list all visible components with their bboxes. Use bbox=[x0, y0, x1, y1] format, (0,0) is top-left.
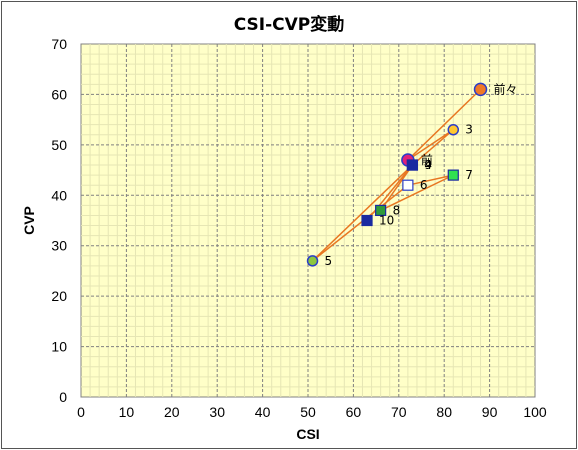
x-tick-label: 30 bbox=[209, 404, 225, 420]
chart-title: CSI-CVP変動 bbox=[234, 14, 345, 35]
data-points bbox=[306, 82, 488, 267]
series-segment bbox=[411, 129, 454, 166]
x-tick-label: 70 bbox=[391, 404, 407, 420]
x-tick-label: 60 bbox=[346, 404, 362, 420]
y-tick-label: 10 bbox=[51, 339, 67, 355]
y-tick-label: 50 bbox=[51, 137, 67, 153]
point-label-4: 4 bbox=[424, 158, 432, 172]
series-segment bbox=[407, 174, 454, 186]
grid-lines bbox=[81, 44, 535, 397]
y-tick-label: 40 bbox=[51, 187, 67, 203]
point-label-8: 8 bbox=[393, 203, 401, 217]
series-segment bbox=[366, 164, 414, 221]
point-label-前々: 前々 bbox=[494, 81, 518, 96]
point-label-前: 前 bbox=[421, 152, 433, 167]
data-point-10 bbox=[361, 214, 373, 227]
point-label-3: 3 bbox=[465, 123, 473, 137]
x-tick-label: 20 bbox=[164, 404, 180, 420]
data-point-6 bbox=[402, 179, 414, 191]
point-label-7: 7 bbox=[465, 168, 473, 182]
y-axis-ticks: 0 10 20 30 40 50 60 70 bbox=[51, 36, 67, 405]
data-point-7 bbox=[447, 169, 459, 181]
x-axis-title: CSI bbox=[296, 426, 319, 442]
data-point-3 bbox=[447, 123, 460, 136]
x-tick-label: 50 bbox=[300, 404, 316, 420]
point-label-5: 5 bbox=[325, 254, 333, 268]
data-point-5 bbox=[306, 255, 319, 267]
series-segment bbox=[407, 129, 454, 161]
y-tick-label: 0 bbox=[59, 389, 67, 405]
connection-lines bbox=[312, 88, 482, 262]
x-axis-ticks: 0 10 20 30 40 50 60 70 80 90 100 bbox=[77, 404, 547, 420]
y-tick-label: 30 bbox=[51, 238, 67, 254]
point-label-9: 9 bbox=[424, 158, 432, 172]
y-tick-label: 70 bbox=[51, 36, 67, 52]
x-tick-label: 40 bbox=[255, 404, 271, 420]
point-labels: 前々前 3 4 5 6 7 8 9 10 bbox=[325, 81, 518, 267]
data-point-8 bbox=[375, 204, 387, 217]
series-segment bbox=[380, 174, 454, 212]
point-label-10: 10 bbox=[379, 214, 394, 228]
point-label-6: 6 bbox=[420, 178, 428, 192]
x-tick-label: 0 bbox=[77, 404, 85, 420]
x-tick-label: 90 bbox=[482, 404, 498, 420]
x-tick-label: 80 bbox=[436, 404, 452, 420]
x-tick-label: 10 bbox=[119, 404, 135, 420]
x-tick-label: 100 bbox=[523, 404, 547, 420]
data-point-9 bbox=[406, 159, 419, 171]
series-segment bbox=[407, 88, 482, 161]
series-segment bbox=[312, 164, 413, 262]
data-point-前々 bbox=[473, 82, 488, 97]
y-axis-title: CVP bbox=[21, 206, 37, 235]
y-tick-label: 20 bbox=[51, 288, 67, 304]
series-segment bbox=[312, 184, 409, 262]
y-tick-label: 60 bbox=[51, 86, 67, 102]
